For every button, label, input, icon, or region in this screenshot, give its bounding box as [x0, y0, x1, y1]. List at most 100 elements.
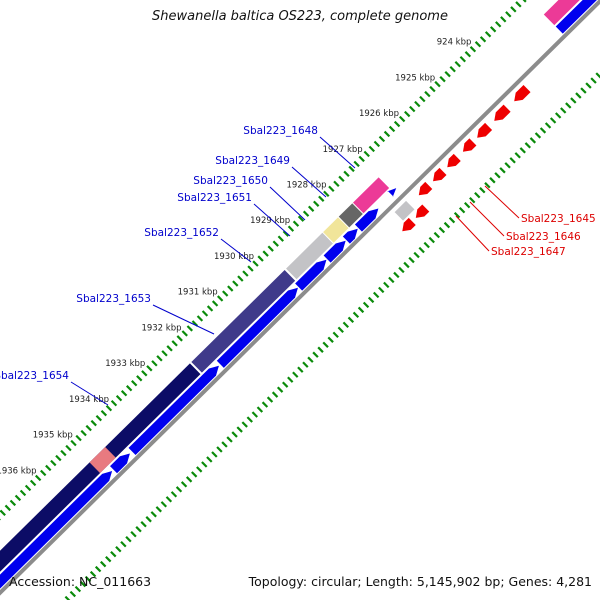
inner-scale-dot [175, 486, 183, 493]
inner-scale-dot [135, 526, 142, 533]
inner-scale-dot [241, 421, 248, 428]
inner-scale-dot [519, 147, 526, 154]
inner-scale-dot [474, 192, 481, 199]
inner-scale-dot [271, 391, 279, 398]
gene-label-Sbal223_1648: Sbal223_1648 [243, 125, 318, 137]
inner-scale-dot [312, 351, 319, 358]
inner-scale-dot [317, 346, 324, 353]
outer-scale-dot [151, 360, 158, 367]
reverse-arrow [418, 181, 433, 196]
outer-scale-dot [201, 310, 209, 317]
outer-scale-dot [0, 509, 6, 517]
inner-scale-dot [130, 531, 137, 538]
inner-scale-dot [463, 201, 471, 209]
outer-scale-dot [100, 409, 108, 417]
forward-arrow [323, 240, 346, 263]
forward-gene-Sbal223_1649 [338, 203, 363, 228]
outer-scale-dot [227, 285, 234, 292]
forward-arrow [216, 287, 298, 368]
inner-scale-dot [287, 376, 294, 383]
outer-scale-dot [500, 16, 507, 23]
outer-scale-dot [459, 56, 466, 63]
inner-scale-dot [211, 451, 218, 458]
inner-scale-dot [403, 261, 410, 269]
outer-scale-dot [232, 280, 239, 287]
outer-scale-dot [338, 175, 345, 183]
inner-scale-dot [100, 560, 107, 568]
outer-scale-dot [398, 115, 406, 123]
inner-scale-dot [115, 545, 122, 553]
leader-line [469, 201, 505, 237]
inner-scale-dot [221, 441, 228, 448]
outer-scale-dot [262, 250, 269, 257]
inner-scale-dot [595, 72, 600, 79]
reverse-gene-Sbal223_1647 [394, 200, 415, 221]
label-layer: 924 kbp 1925 kbp 1926 kbp 1927 kbp 1928 kbp 1… [0, 38, 596, 477]
outer-scale-dot [292, 220, 300, 227]
outer-scale-dot [115, 395, 123, 402]
inner-scale-dot [201, 461, 208, 468]
leader-line [70, 381, 109, 406]
outer-scale-dot [419, 95, 426, 103]
inner-scale-dot [180, 481, 188, 488]
forward-gene-partial [543, 0, 600, 26]
inner-scale-dot [170, 491, 178, 498]
outer-scale-dot [333, 180, 340, 188]
outer-scale-dot [70, 439, 77, 447]
inner-scale-dot [570, 97, 577, 104]
outer-scale-dot [272, 240, 279, 247]
outer-scale-dot [520, 0, 527, 3]
outer-scale-dot [348, 165, 355, 173]
inner-scale-dot [307, 356, 314, 363]
inner-scale-dot [428, 236, 435, 244]
inner-scale-dot [529, 137, 537, 144]
outer-scale-dot [414, 100, 421, 108]
inner-scale-dot [438, 226, 446, 234]
outer-scale-dot [14, 494, 22, 502]
tick-label: 1933 kbp [105, 359, 145, 369]
outer-scale-dot [211, 300, 219, 307]
inner-scale-dot [388, 276, 395, 284]
gene-label-Sbal223_1653: Sbal223_1653 [76, 293, 151, 305]
forward-gene-Sbal223_1648 [352, 177, 390, 214]
inner-scale-dot [378, 286, 385, 294]
tick-label: 1934 kbp [69, 395, 109, 405]
outer-scale-dot [105, 404, 113, 412]
tick-label: 1935 kbp [33, 431, 73, 441]
outer-scale-dot [242, 270, 249, 277]
outer-scale-dot [429, 85, 436, 93]
outer-scale-dot [60, 449, 67, 457]
inner-scale-dot [297, 366, 304, 373]
reverse-arrow [462, 138, 477, 152]
reverse-arrow [494, 104, 511, 121]
gene-label-Sbal223_1646: Sbal223_1646 [506, 231, 581, 243]
inner-scale-dot [74, 585, 82, 593]
inner-scale-dot [251, 411, 259, 418]
outer-scale-dot [489, 26, 497, 33]
inner-scale-dot [408, 256, 415, 264]
outer-scale-dot [318, 195, 325, 202]
inner-scale-dot [590, 77, 597, 84]
inner-scale-dot [292, 371, 299, 378]
inner-scale-dot [514, 152, 521, 159]
outer-scale-dot [120, 390, 128, 397]
forward-arrow [354, 208, 379, 232]
inner-scale-dot [302, 361, 309, 368]
outer-scale-dot [505, 11, 512, 18]
outer-scale-dot [40, 469, 47, 477]
gene-label-Sbal223_1654: Sbal223_1654 [0, 370, 69, 382]
inner-scale-dot [89, 570, 97, 578]
inner-scale-dot [226, 436, 233, 443]
inner-scale-dot [342, 321, 350, 329]
inner-scale-dot [206, 456, 213, 463]
inner-scale-dot [565, 102, 572, 109]
leader-line [220, 238, 252, 263]
leader-line [319, 136, 356, 169]
inner-scale-dot [534, 132, 542, 139]
inner-scale-dot [155, 506, 162, 513]
forward-arrow [555, 0, 600, 34]
outer-scale-dot [141, 370, 148, 377]
